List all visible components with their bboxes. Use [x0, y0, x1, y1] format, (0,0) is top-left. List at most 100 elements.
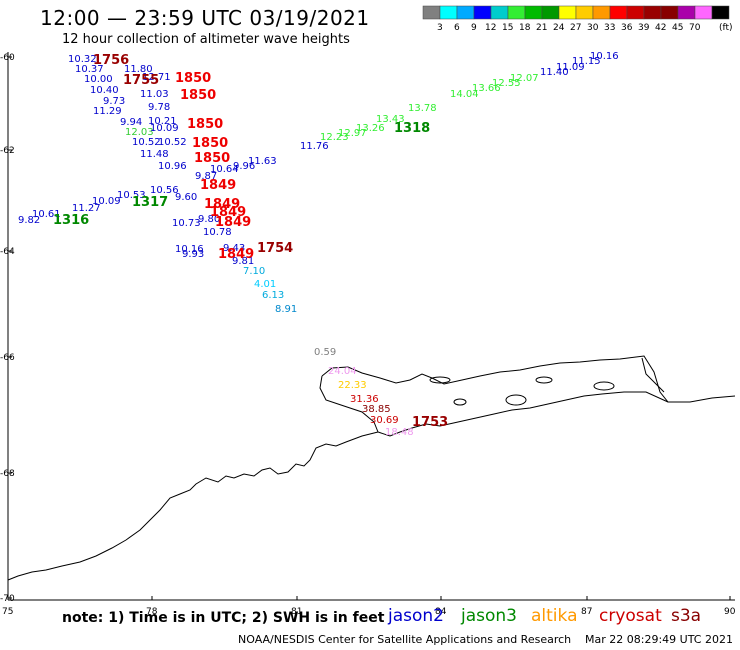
- wave-height-label: 10.78: [203, 227, 232, 238]
- lat-tick-label: -70: [0, 594, 15, 604]
- wave-height-label: 10.61: [32, 209, 61, 220]
- lat-tick-label: -62: [0, 146, 15, 156]
- lon-tick-label: 84: [435, 607, 447, 617]
- wave-height-label: 9.81: [232, 256, 254, 267]
- wave-height-label: 11.09: [556, 62, 585, 73]
- wave-height-label: 12.71: [142, 72, 171, 83]
- lat-tick-label: -68: [0, 469, 15, 479]
- wave-height-label: 12.55: [492, 78, 521, 89]
- legend-swatch: [575, 5, 594, 20]
- coastline: [7, 355, 736, 581]
- wave-height-label: 10.37: [75, 64, 104, 75]
- legend-swatch: [660, 5, 679, 20]
- sat-s3a: s3a: [671, 606, 702, 626]
- wave-height-label: 9.82: [18, 215, 40, 226]
- pass-time-label: 1755: [123, 73, 159, 88]
- wave-height-label: 13.66: [472, 83, 501, 94]
- legend-swatch: [439, 5, 458, 20]
- wave-height-label: 11.48: [140, 149, 169, 160]
- pass-time-label: 1318: [394, 121, 430, 136]
- pass-time-label: 1316: [53, 213, 89, 228]
- pass-time-label: 1849: [218, 247, 254, 262]
- wave-height-label: 12.23: [320, 132, 349, 143]
- wave-height-label: 11.03: [140, 89, 169, 100]
- wave-height-label: 11.80: [124, 64, 153, 75]
- wave-height-label: 10.09: [150, 123, 179, 134]
- wave-height-label: 9.43: [223, 243, 245, 254]
- wave-height-label: 10.56: [150, 185, 179, 196]
- legend-swatch: [490, 5, 509, 20]
- wave-height-label: 24.04: [328, 366, 357, 377]
- legend-label: 3: [437, 23, 443, 33]
- coastal-island: [429, 376, 451, 384]
- legend-swatch: [643, 5, 662, 20]
- wave-height-label: 9.93: [182, 249, 204, 260]
- map-subtitle: 12 hour collection of altimeter wave hei…: [62, 32, 350, 47]
- wave-height-label: 11.40: [540, 67, 569, 78]
- legend-swatch: [524, 5, 543, 20]
- legend-label: 33: [604, 23, 615, 33]
- legend-label: 12: [485, 23, 496, 33]
- wave-height-label: 4.01: [254, 279, 276, 290]
- wave-height-label: 7.10: [243, 266, 265, 277]
- lon-tick-label: 75: [2, 607, 13, 617]
- wave-height-label: 9.80: [198, 214, 220, 225]
- legend-swatch: [626, 5, 645, 20]
- wave-height-label: 9.73: [103, 96, 125, 107]
- wave-height-label: 11.27: [72, 203, 101, 214]
- wave-height-label: 9.78: [148, 102, 170, 113]
- wave-height-label: 0.59: [314, 347, 336, 358]
- coastline-inlet: [641, 357, 665, 393]
- coastal-island: [505, 394, 527, 406]
- wave-height-label: 11.63: [248, 156, 277, 167]
- lat-tick-label: -60: [0, 53, 15, 63]
- wave-height-label: 11.15: [572, 56, 601, 67]
- axis-ticks: 75 78 81 84 87 90 -60 -62 -64 -66 -68 -70: [0, 53, 736, 617]
- wave-height-label: 10.21: [148, 116, 177, 127]
- legend-label: (ft): [719, 23, 733, 33]
- legend-label: 21: [536, 23, 547, 33]
- credit-line: NOAA/NESDIS Center for Satellite Applica…: [238, 633, 572, 646]
- wave-height-observations: 10.3210.3710.0010.409.7311.299.9412.0310…: [18, 51, 619, 438]
- lon-tick-label: 90: [724, 607, 736, 617]
- legend-label: 70: [689, 23, 701, 33]
- wave-height-label: 18.48: [385, 427, 414, 438]
- wave-height-label: 10.53: [117, 190, 146, 201]
- legend-swatch: [711, 5, 730, 20]
- pass-time-label: 1756: [93, 53, 129, 68]
- legend-label: 24: [553, 23, 565, 33]
- wave-height-label: 22.33: [338, 380, 367, 391]
- pass-time-label: 1317: [132, 195, 168, 210]
- wave-height-label: 10.09: [92, 196, 121, 207]
- coastal-island: [535, 376, 553, 384]
- lat-tick-label: -66: [0, 353, 15, 363]
- sat-cryosat: cryosat: [599, 606, 662, 626]
- generated-timestamp: Mar 22 08:29:49 UTC 2021: [585, 633, 733, 646]
- sat-altika: altika: [531, 606, 578, 626]
- wave-height-label: 13.78: [408, 103, 437, 114]
- legend-label: 15: [502, 23, 513, 33]
- pass-time-label: 1849: [215, 215, 251, 230]
- wave-height-label: 9.94: [120, 117, 142, 128]
- pass-time-label: 1754: [257, 241, 293, 256]
- lon-tick-label: 87: [581, 607, 592, 617]
- pass-time-label: 1753: [412, 415, 448, 430]
- legend-swatch: [473, 5, 492, 20]
- coastline-shelf: [319, 375, 669, 437]
- coastal-island: [593, 381, 615, 391]
- legend-swatch: [592, 5, 611, 20]
- legend-swatch: [541, 5, 560, 20]
- wave-height-label: 38.85: [362, 404, 391, 415]
- wave-height-label: 12.03: [125, 127, 154, 138]
- legend-swatch: [507, 5, 526, 20]
- pass-time-label: 1849: [200, 178, 236, 193]
- legend-label: 9: [471, 23, 477, 33]
- legend-swatch: [422, 5, 441, 20]
- pass-time-label: 1849: [204, 197, 240, 212]
- legend-label: 30: [587, 23, 599, 33]
- legend-label: 45: [672, 23, 683, 33]
- wave-height-label: 10.52: [158, 137, 187, 148]
- coastline-mainland: [7, 431, 379, 581]
